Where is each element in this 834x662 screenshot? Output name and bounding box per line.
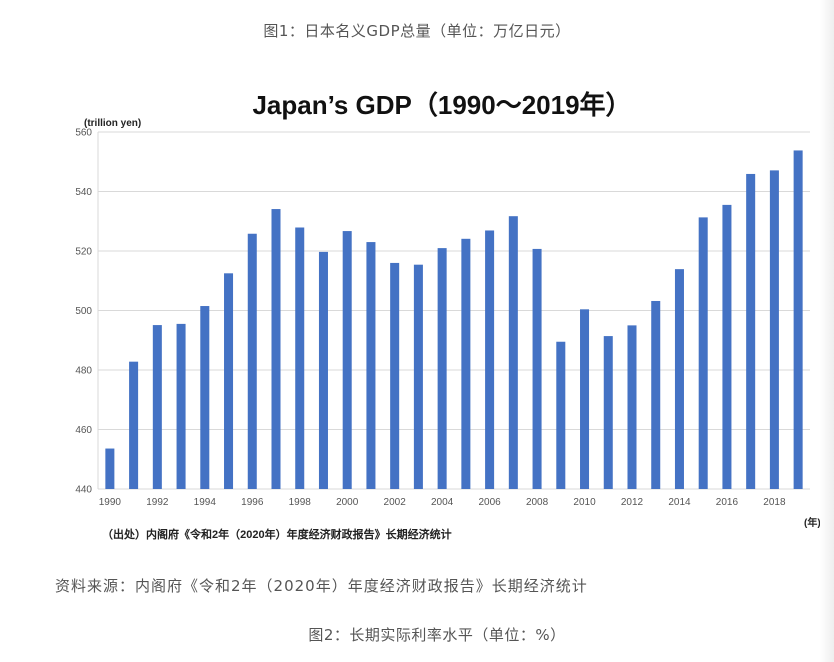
bar-2002	[390, 262, 400, 489]
chart-frame: Japan’s GDP（1990～2019年） (trillion yen) 4…	[62, 78, 822, 558]
bar-1998	[295, 227, 305, 489]
x-axis-unit-label: (年)	[804, 516, 821, 529]
bar-1991	[129, 361, 139, 489]
bar-1996	[247, 233, 257, 489]
y-tick-label: 480	[75, 366, 92, 377]
bar-2000	[342, 231, 352, 489]
x-tick-label: 1992	[146, 497, 169, 508]
bar-2009	[556, 341, 566, 489]
bar-2017	[746, 173, 756, 489]
x-tick-labels: 1990 1992 1994 1996 1998 2000 2002 2004 2006 2008…	[99, 497, 786, 508]
y-tick-label: 440	[75, 485, 92, 496]
x-tick-label: 2016	[716, 497, 739, 508]
bar-2004	[437, 248, 447, 489]
y-tick-label: 520	[75, 247, 92, 258]
x-tick-label: 1994	[194, 497, 217, 508]
x-tick-label: 1998	[289, 497, 312, 508]
x-tick-label: 2000	[336, 497, 359, 508]
figure-2-caption: 图2：长期实际利率水平（单位：%）	[308, 626, 566, 644]
bar-1993	[176, 323, 186, 489]
x-tick-label: 2010	[573, 497, 596, 508]
bar-2010	[580, 309, 590, 489]
bar-1995	[224, 273, 234, 489]
x-tick-label: 2006	[478, 497, 501, 508]
bar-2013	[651, 300, 661, 489]
page-edge-shadow	[820, 0, 834, 662]
bar-1994	[200, 306, 210, 489]
bar-2003	[413, 264, 423, 489]
y-tick-labels: 440 460 480 500 520 540 560	[75, 128, 92, 496]
x-tick-label: 1990	[99, 497, 122, 508]
x-tick-label: 2014	[668, 497, 691, 508]
bars	[105, 150, 803, 490]
bar-2006	[485, 230, 495, 489]
chart-source-note: （出处）内阁府《令和2年（2020年）年度经济财政报告》长期经济统计	[102, 527, 452, 541]
bar-2014	[674, 269, 684, 489]
bar-1990	[105, 448, 115, 489]
x-tick-label: 2018	[763, 497, 786, 508]
bar-2001	[366, 242, 376, 489]
chart-title: Japan’s GDP（1990～2019年）	[252, 90, 631, 120]
x-tick-label: 1996	[241, 497, 264, 508]
x-tick-label: 2012	[621, 497, 644, 508]
x-tick-label: 2002	[384, 497, 407, 508]
x-tick-label: 2008	[526, 497, 549, 508]
y-tick-label: 500	[75, 306, 92, 317]
gridlines	[97, 131, 810, 490]
y-tick-label: 540	[75, 187, 92, 198]
bar-2019	[793, 150, 803, 489]
bar-2018	[769, 170, 779, 489]
gdp-bar-chart: Japan’s GDP（1990～2019年） (trillion yen) 4…	[75, 90, 821, 541]
bar-2005	[461, 238, 471, 489]
bar-2015	[698, 217, 708, 489]
figure-1-caption: 图1：日本名义GDP总量（单位：万亿日元）	[263, 22, 571, 40]
y-tick-label: 560	[75, 128, 92, 139]
bar-2008	[532, 248, 542, 489]
bar-1999	[318, 251, 328, 489]
bar-2007	[508, 216, 518, 489]
bar-1992	[152, 325, 162, 489]
bar-1997	[271, 209, 281, 490]
bar-2016	[722, 204, 732, 489]
bar-2012	[627, 325, 637, 489]
source-line: 资料来源：内阁府《令和2年（2020年）年度经济财政报告》长期经济统计	[55, 577, 588, 595]
y-axis-unit-label: (trillion yen)	[84, 118, 141, 129]
x-tick-label: 2004	[431, 497, 454, 508]
bar-2011	[603, 336, 613, 489]
y-tick-label: 460	[75, 425, 92, 436]
